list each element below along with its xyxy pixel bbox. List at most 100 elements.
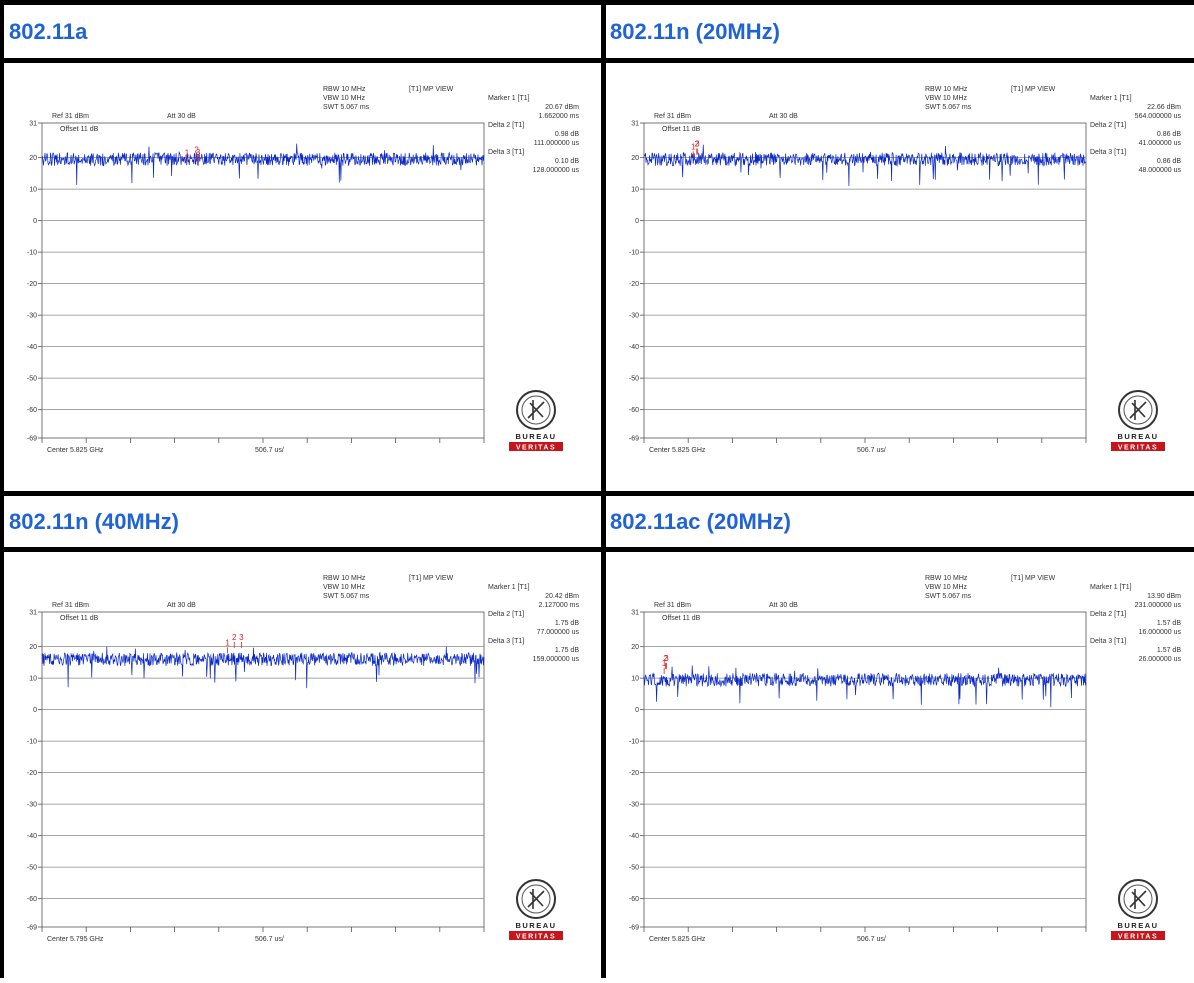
y-tick-label: 0 bbox=[635, 218, 639, 225]
y-tick-label: -10 bbox=[27, 739, 37, 746]
measurement-trace bbox=[41, 143, 485, 185]
table-border-middle bbox=[601, 0, 606, 978]
readout-value: 128.000000 us bbox=[533, 167, 580, 174]
readout-value: 16.000000 us bbox=[1139, 629, 1182, 636]
rbw-label: RBW 10 MHz bbox=[323, 575, 366, 582]
readout-value: 111.000000 us bbox=[534, 140, 580, 147]
plot-cell-802-11n-40mhz: Ref 31 dBm Att 30 dB RBW 10 MHz VBW 10 MHz S… bbox=[4, 552, 601, 978]
logo-red-band bbox=[1111, 931, 1165, 940]
y-tick-label: -30 bbox=[27, 313, 37, 320]
vbw-label: VBW 10 MHz bbox=[323, 584, 366, 591]
readout-value: 0.86 dB bbox=[1157, 158, 1181, 165]
time-per-division-label: 506.7 us/ bbox=[857, 936, 886, 943]
readout-value: 20.42 dBm bbox=[545, 593, 579, 600]
offset-label: Offset 11 dB bbox=[662, 126, 701, 133]
ref-level-label: Ref 31 dBm bbox=[52, 602, 89, 609]
y-tick-label: 20 bbox=[29, 155, 37, 162]
readout-value: 1.662000 ms bbox=[539, 113, 580, 120]
logo-text-veritas: VERITAS bbox=[1118, 445, 1158, 452]
marker-3-label: 3 bbox=[196, 148, 201, 157]
y-tick-label: -50 bbox=[27, 376, 37, 383]
plot-frame bbox=[643, 611, 1087, 928]
y-tick-label: 0 bbox=[33, 707, 37, 714]
readout-heading: Delta 2 [T1] bbox=[1090, 611, 1126, 618]
spectrum-plot-802-11a: Ref 31 dBm Att 30 dB RBW 10 MHz VBW 10 MHz S… bbox=[27, 86, 580, 454]
y-tick-label: -30 bbox=[27, 802, 37, 809]
logo-text-veritas: VERITAS bbox=[1118, 934, 1158, 941]
logo-text-bureau: BUREAU bbox=[515, 921, 556, 930]
trace-mode-label: [T1] MP VIEW bbox=[409, 86, 454, 93]
y-tick-label: -50 bbox=[629, 376, 639, 383]
readout-heading: Delta 2 [T1] bbox=[488, 611, 524, 618]
table-border-title-1 bbox=[0, 58, 1194, 63]
marker-1-label: 1 bbox=[662, 659, 667, 668]
readout-heading: Marker 1 [T1] bbox=[488, 584, 530, 591]
cell-title-802-11n-20mhz: 802.11n (20MHz) bbox=[610, 19, 780, 44]
marker-3-label: 3 bbox=[239, 633, 244, 642]
y-tick-label: -69 bbox=[629, 436, 639, 443]
marker-1-label: 1 bbox=[691, 142, 696, 151]
logo-text-veritas: VERITAS bbox=[516, 934, 556, 941]
rbw-label: RBW 10 MHz bbox=[323, 86, 366, 93]
center-frequency-label: Center 5.825 GHz bbox=[649, 447, 706, 454]
y-tick-label: 31 bbox=[631, 121, 639, 128]
y-tick-label: 0 bbox=[33, 218, 37, 225]
readout-value: 1.57 dB bbox=[1157, 620, 1181, 627]
readout-heading: Delta 3 [T1] bbox=[488, 638, 524, 645]
y-tick-label: 10 bbox=[631, 187, 639, 194]
spectrum-plot-802-11ac-20mhz: Ref 31 dBm Att 30 dB RBW 10 MHz VBW 10 MHz S… bbox=[629, 575, 1182, 943]
table-border-row bbox=[0, 491, 1194, 496]
readout-value: 26.000000 us bbox=[1139, 656, 1182, 663]
y-tick-label: -20 bbox=[27, 770, 37, 777]
readout-value: 22.66 dBm bbox=[1147, 104, 1181, 111]
spectrum-plot-802-11n-20mhz: Ref 31 dBm Att 30 dB RBW 10 MHz VBW 10 MHz S… bbox=[629, 86, 1182, 454]
marker-2-label: 2 bbox=[194, 145, 199, 154]
readout-heading: Marker 1 [T1] bbox=[1090, 584, 1132, 591]
ref-level-label: Ref 31 dBm bbox=[654, 113, 691, 120]
y-tick-label: 10 bbox=[631, 676, 639, 683]
readout-value: 159.000000 us bbox=[533, 656, 580, 663]
logo-red-band bbox=[509, 442, 563, 451]
vbw-label: VBW 10 MHz bbox=[925, 584, 968, 591]
attenuation-label: Att 30 dB bbox=[769, 602, 798, 609]
y-tick-label: 10 bbox=[29, 676, 37, 683]
y-tick-label: -10 bbox=[27, 250, 37, 257]
trace-mode-label: [T1] MP VIEW bbox=[409, 575, 454, 582]
y-tick-label: -20 bbox=[629, 770, 639, 777]
trace-mode-label: [T1] MP VIEW bbox=[1011, 86, 1056, 93]
time-per-division-label: 506.7 us/ bbox=[857, 447, 886, 454]
certification-seal-ring bbox=[521, 884, 551, 914]
plot-cell-802-11n-20mhz: Ref 31 dBm Att 30 dB RBW 10 MHz VBW 10 MHz S… bbox=[606, 63, 1194, 491]
readout-heading: Delta 3 [T1] bbox=[1090, 149, 1126, 156]
center-frequency-label: Center 5.795 GHz bbox=[47, 936, 104, 943]
vbw-label: VBW 10 MHz bbox=[925, 95, 968, 102]
center-frequency-label: Center 5.825 GHz bbox=[47, 447, 104, 454]
readout-value: 0.10 dB bbox=[555, 158, 579, 165]
time-per-division-label: 506.7 us/ bbox=[255, 447, 284, 454]
readout-value: 41.000000 us bbox=[1139, 140, 1182, 147]
certification-seal-ring bbox=[521, 395, 551, 425]
y-tick-label: -69 bbox=[629, 925, 639, 932]
ref-level-label: Ref 31 dBm bbox=[52, 113, 89, 120]
readout-value: 1.57 dB bbox=[1157, 647, 1181, 654]
y-tick-label: -30 bbox=[629, 313, 639, 320]
measurement-trace bbox=[41, 646, 485, 689]
readout-value: 231.000000 us bbox=[1135, 602, 1182, 609]
center-frequency-label: Center 5.825 GHz bbox=[649, 936, 706, 943]
readout-heading: Delta 3 [T1] bbox=[1090, 638, 1126, 645]
logo-red-band bbox=[509, 931, 563, 940]
y-tick-label: -60 bbox=[27, 407, 37, 414]
y-tick-label: 0 bbox=[635, 707, 639, 714]
logo-text-bureau: BUREAU bbox=[1117, 921, 1158, 930]
attenuation-label: Att 30 dB bbox=[167, 602, 196, 609]
logo-text-bureau: BUREAU bbox=[1117, 432, 1158, 441]
readout-value: 0.98 dB bbox=[555, 131, 579, 138]
certification-seal-ring bbox=[1123, 395, 1153, 425]
sweep-time-label: SWT 5.067 ms bbox=[323, 104, 370, 111]
plot-cell-802-11a: Ref 31 dBm Att 30 dB RBW 10 MHz VBW 10 MHz S… bbox=[4, 63, 601, 491]
y-tick-label: -20 bbox=[27, 281, 37, 288]
plot-frame bbox=[643, 122, 1087, 439]
y-tick-label: 20 bbox=[29, 644, 37, 651]
y-tick-label: -60 bbox=[629, 896, 639, 903]
logo-red-band bbox=[1111, 442, 1165, 451]
